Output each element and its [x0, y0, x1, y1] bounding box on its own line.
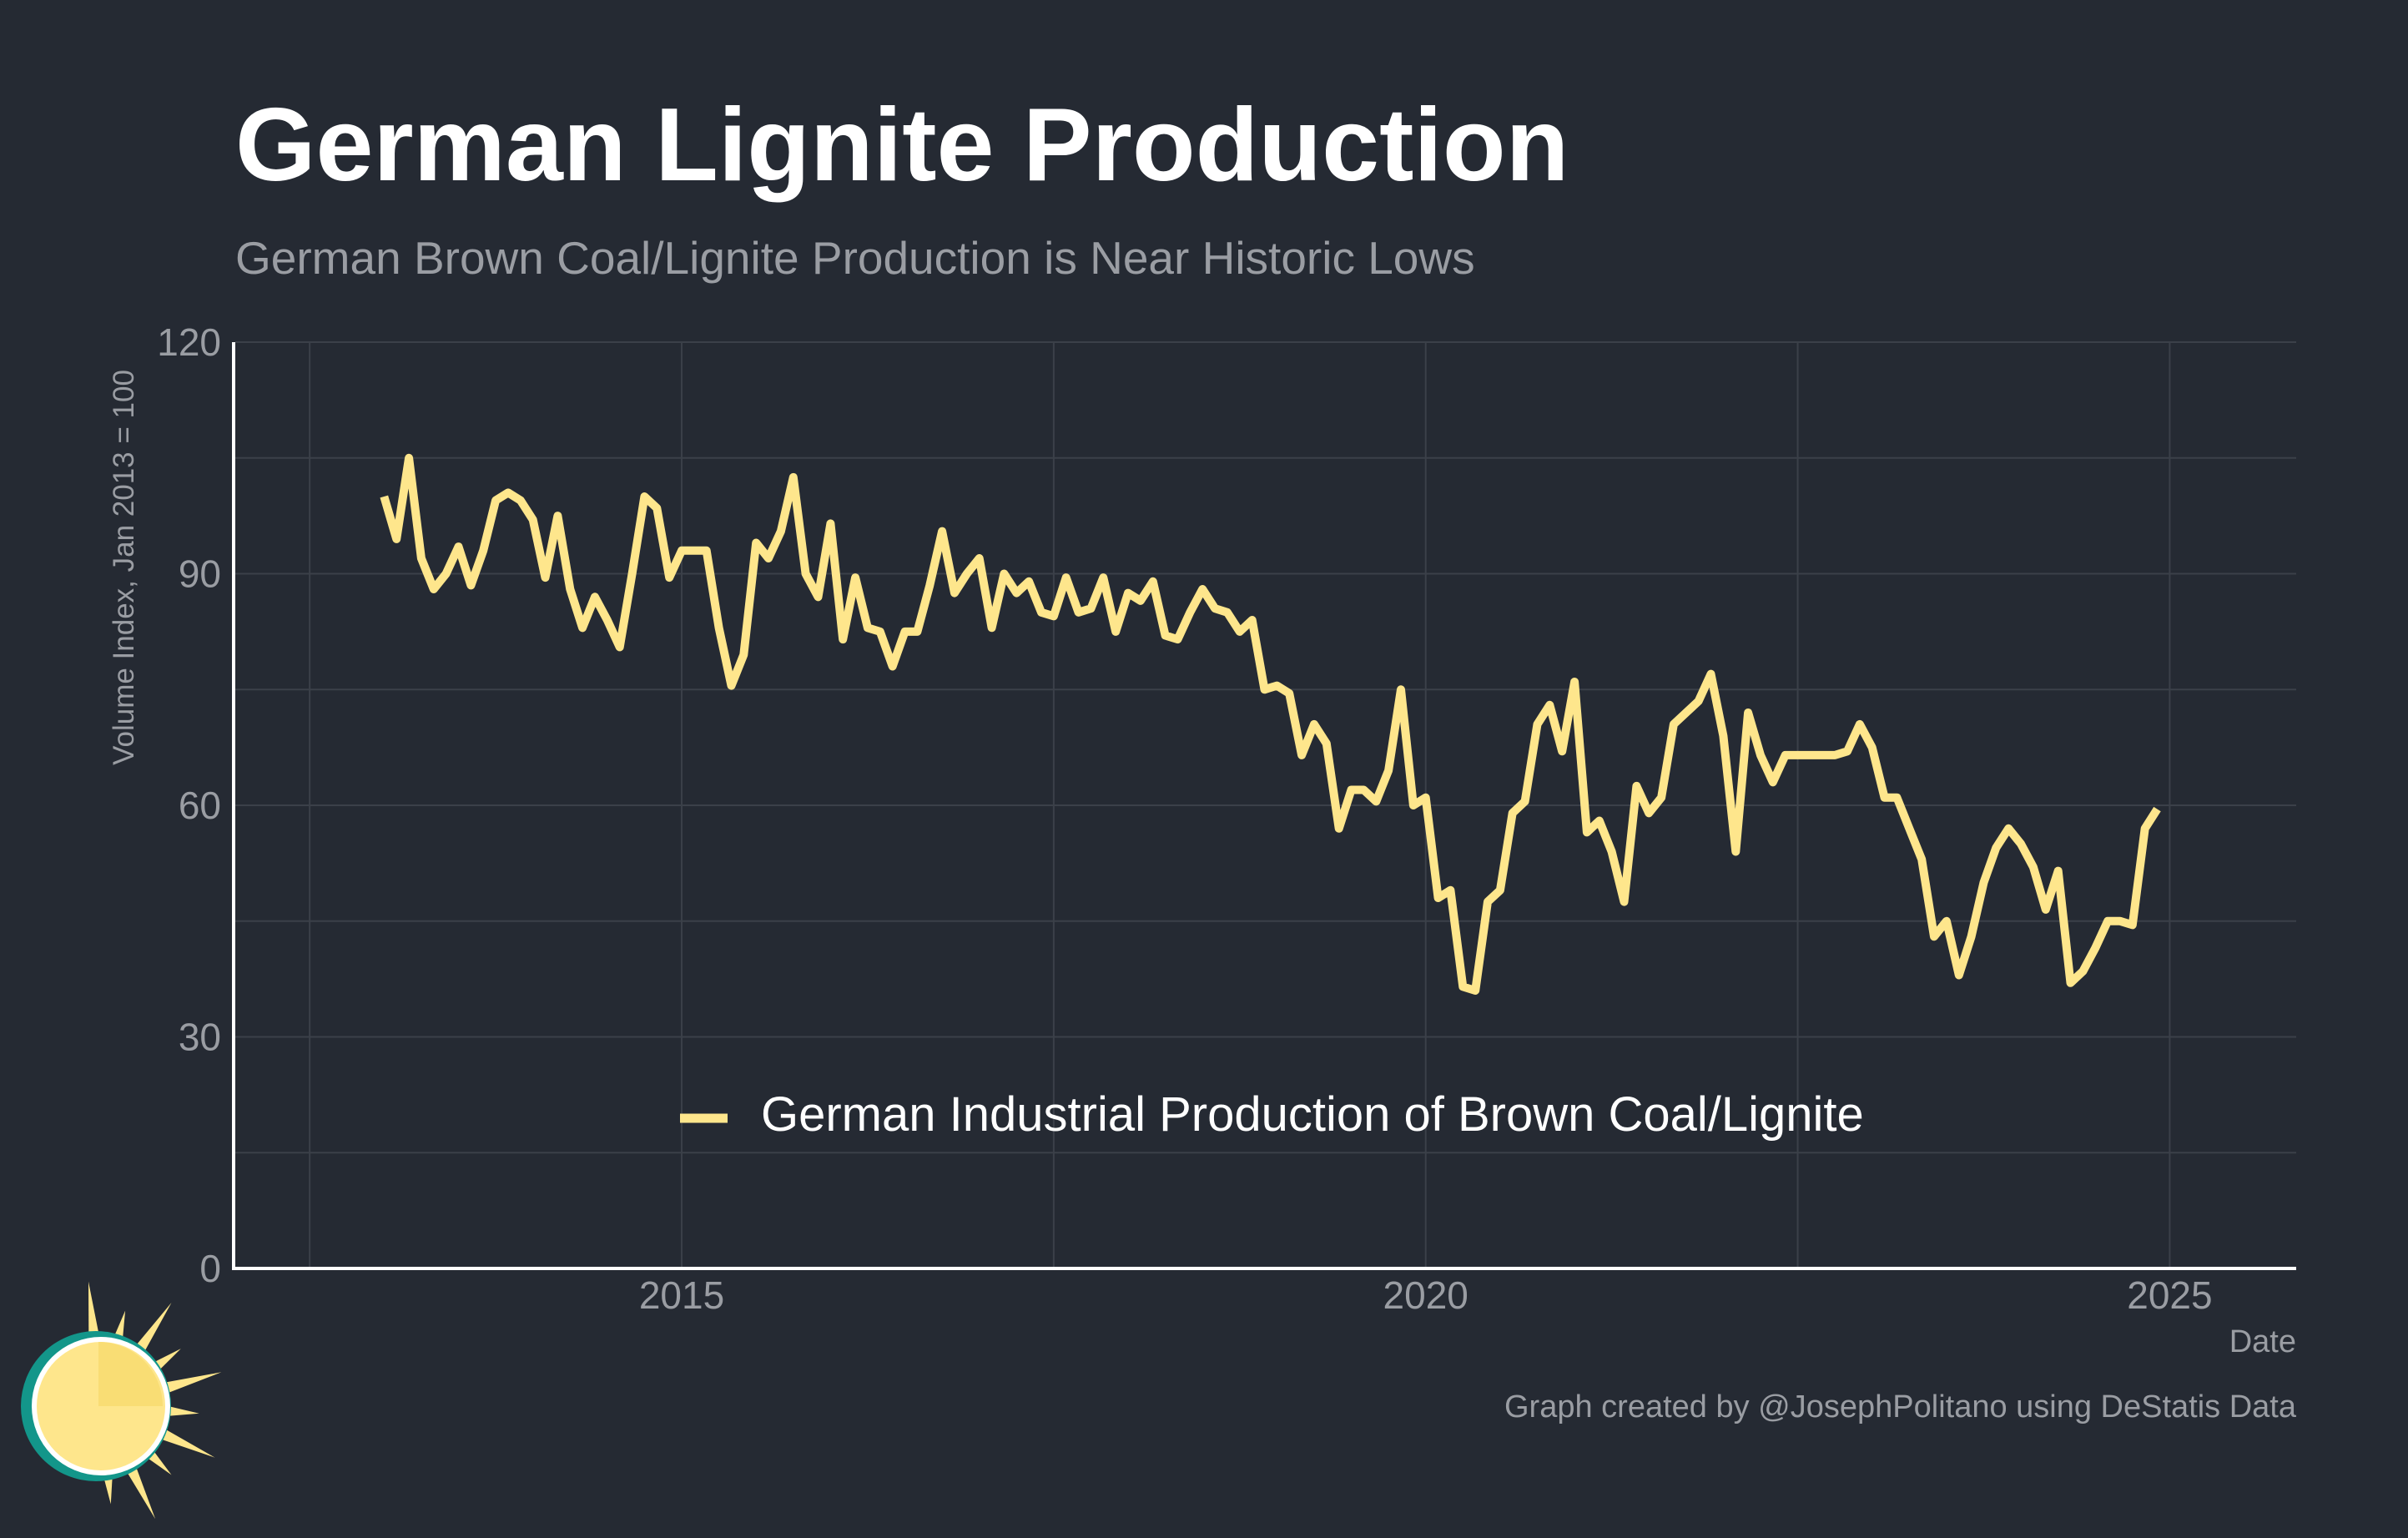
y-tick-labels: 0 30 60 90 120: [157, 320, 221, 1290]
credit-text: Graph created by @JosephPolitano using D…: [1504, 1389, 2296, 1425]
y-tick-label: 60: [179, 784, 221, 827]
series-layer: [380, 453, 2161, 995]
logo-shade: [98, 1342, 163, 1406]
chart-subtitle: German Brown Coal/Lignite Production is …: [235, 232, 1475, 284]
y-tick-label: 0: [199, 1247, 221, 1290]
series-line: [380, 453, 2161, 995]
sun-ray: [151, 1424, 215, 1458]
chart-title: German Lignite Production: [235, 88, 1569, 203]
y-axis-label: Volume Index, Jan 2013 = 100: [108, 370, 140, 765]
legend: German Industrial Production of Brown Co…: [680, 1087, 1864, 1142]
y-tick-label: 30: [179, 1016, 221, 1059]
sun-ray: [154, 1372, 222, 1397]
axes: [232, 342, 2296, 1270]
x-tick-label: 2020: [1383, 1273, 1468, 1317]
y-tick-label: 90: [179, 552, 221, 596]
x-tick-label: 2025: [2127, 1273, 2212, 1317]
x-tick-label: 2015: [639, 1273, 724, 1317]
legend-label: German Industrial Production of Brown Co…: [761, 1087, 1864, 1142]
y-tick-label: 120: [157, 320, 221, 364]
x-tick-labels: 2015 2020 2025: [639, 1273, 2213, 1317]
sun-logo-icon: [21, 1281, 222, 1520]
x-axis-label: Date: [2229, 1324, 2296, 1359]
